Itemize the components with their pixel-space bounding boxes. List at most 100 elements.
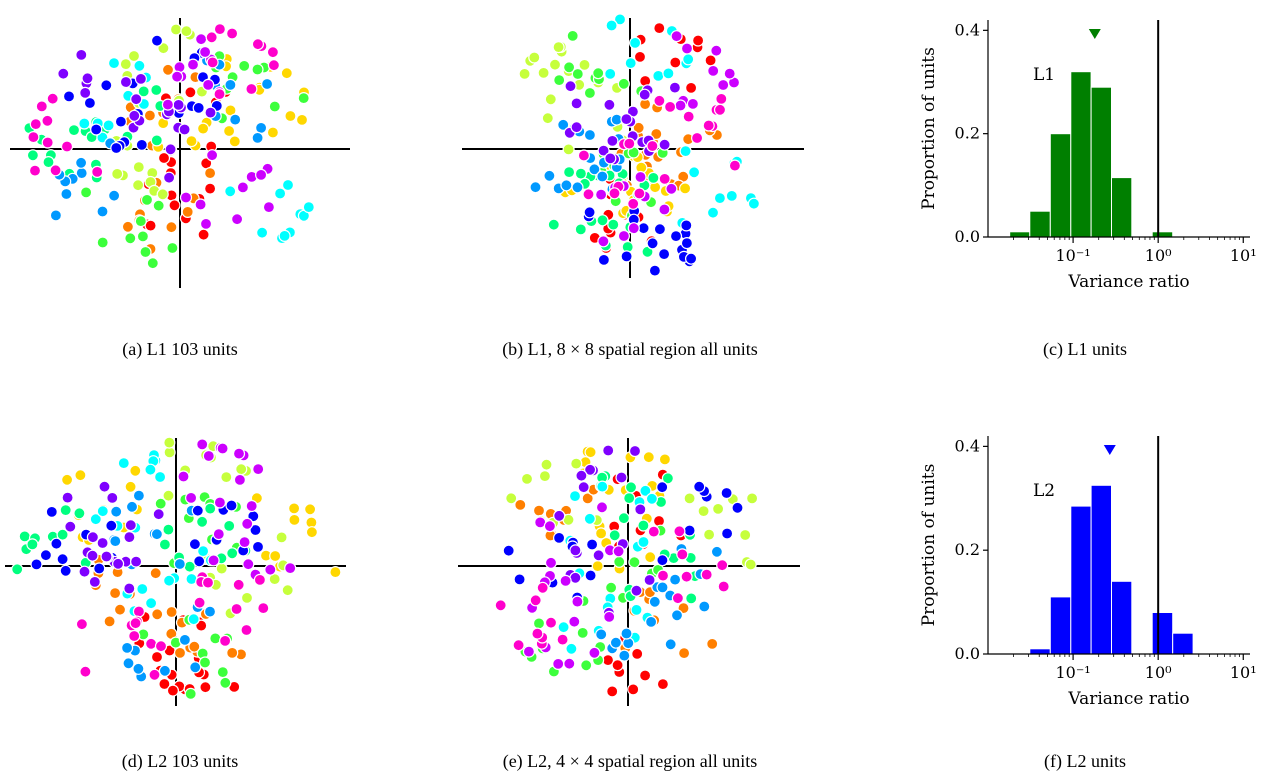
scatter-point xyxy=(547,218,560,231)
scatter-point xyxy=(544,93,557,106)
scatter-point xyxy=(731,501,744,514)
scatter-point xyxy=(634,503,647,516)
scatter-point xyxy=(603,610,616,624)
scatter-point xyxy=(125,500,139,513)
scatter-point xyxy=(578,58,591,72)
scatter-point xyxy=(596,214,609,227)
scatter-point xyxy=(560,179,573,192)
scatter-point xyxy=(132,161,145,174)
scatter-point xyxy=(207,554,220,567)
scatter-point xyxy=(79,86,92,100)
scatter-point xyxy=(144,463,157,476)
scatter-point xyxy=(73,507,86,520)
scatter-point xyxy=(662,67,675,80)
scatter-point xyxy=(188,640,201,653)
histogram-bar xyxy=(1029,648,1051,655)
scatter-point xyxy=(725,189,738,202)
scatter-point xyxy=(570,97,583,110)
scatter-point xyxy=(642,451,655,464)
y-axis-label: Proportion of units xyxy=(919,47,939,210)
scatter-point xyxy=(178,633,191,647)
scatter-point xyxy=(233,473,246,486)
scatter-point xyxy=(562,61,576,74)
scatter-point xyxy=(329,565,342,579)
scatter-point xyxy=(680,570,693,583)
scatter-point xyxy=(716,559,729,572)
scatter-point xyxy=(163,171,176,184)
histogram-bar xyxy=(1009,231,1031,238)
scatter-point xyxy=(41,136,54,149)
scatter-point xyxy=(213,496,226,509)
scatter-point xyxy=(199,217,213,230)
scatter-point xyxy=(680,219,693,232)
scatter-point xyxy=(571,67,584,81)
scatter-point xyxy=(679,145,692,158)
scatter-point xyxy=(275,531,288,544)
scatter-point xyxy=(620,250,633,263)
scatter-point xyxy=(638,669,652,682)
scatter-point xyxy=(531,627,544,640)
scatter-point xyxy=(584,569,597,582)
caption-c: (c) L1 units xyxy=(1043,339,1127,360)
scatter-point xyxy=(557,118,570,131)
scatter-point xyxy=(192,101,205,115)
x-tick-label: 10⁻¹ xyxy=(1055,246,1090,265)
scatter-point xyxy=(618,649,631,662)
scatter-point xyxy=(683,492,696,505)
scatter-point xyxy=(673,525,686,538)
scatter-point xyxy=(608,529,621,542)
scatter-point xyxy=(56,528,69,541)
scatter-point xyxy=(604,152,617,165)
scatter-point xyxy=(661,472,675,485)
scatter-point xyxy=(89,513,102,526)
scatter-point xyxy=(156,188,169,201)
scatter-point xyxy=(111,167,124,180)
scatter-point xyxy=(124,519,137,532)
scatter-point xyxy=(528,51,541,64)
scatter-point xyxy=(529,181,542,194)
histogram-bar xyxy=(1029,210,1051,238)
scatter-point xyxy=(639,484,652,497)
scatter-point xyxy=(680,237,694,250)
histogram-bar xyxy=(1090,484,1112,655)
scatter-point xyxy=(132,489,145,502)
scatter-point xyxy=(687,166,701,179)
scatter-point xyxy=(664,638,677,651)
scatter-point xyxy=(624,56,637,70)
scatter-point xyxy=(185,135,198,148)
scatter-point xyxy=(158,538,171,551)
scatter-point xyxy=(144,219,157,232)
scatter-point xyxy=(59,564,72,577)
scatter-point xyxy=(577,481,590,494)
scatter-point xyxy=(111,557,125,570)
scatter-point xyxy=(74,469,87,482)
x-tick-label: 10⁰ xyxy=(1145,663,1172,682)
scatter-point xyxy=(134,72,147,86)
scatter-point xyxy=(656,481,669,494)
scatter-point xyxy=(251,131,264,144)
scatter-point xyxy=(226,27,239,40)
scatter-point xyxy=(647,525,660,538)
scatter-point xyxy=(583,86,597,100)
scatter-point xyxy=(603,98,616,111)
scatter-point xyxy=(219,634,232,648)
scatter-point xyxy=(704,54,717,67)
scatter-point xyxy=(197,544,210,558)
scatter-point xyxy=(219,676,232,689)
scatter-point xyxy=(713,103,727,116)
scatter-point xyxy=(238,59,251,73)
scatter-point xyxy=(81,72,94,85)
scatter-point xyxy=(60,473,74,486)
scatter-point xyxy=(62,90,76,103)
scatter-point xyxy=(710,545,724,558)
scatter-point xyxy=(119,57,132,71)
scatter-point xyxy=(150,83,163,97)
scatter-point xyxy=(537,66,550,80)
scatter-point xyxy=(122,657,135,670)
scatter-point xyxy=(627,222,640,235)
scatter-point xyxy=(574,223,587,236)
caption-a: (a) L1 103 units xyxy=(122,339,237,360)
scatter-point xyxy=(588,163,601,176)
scatter-point xyxy=(169,23,183,36)
